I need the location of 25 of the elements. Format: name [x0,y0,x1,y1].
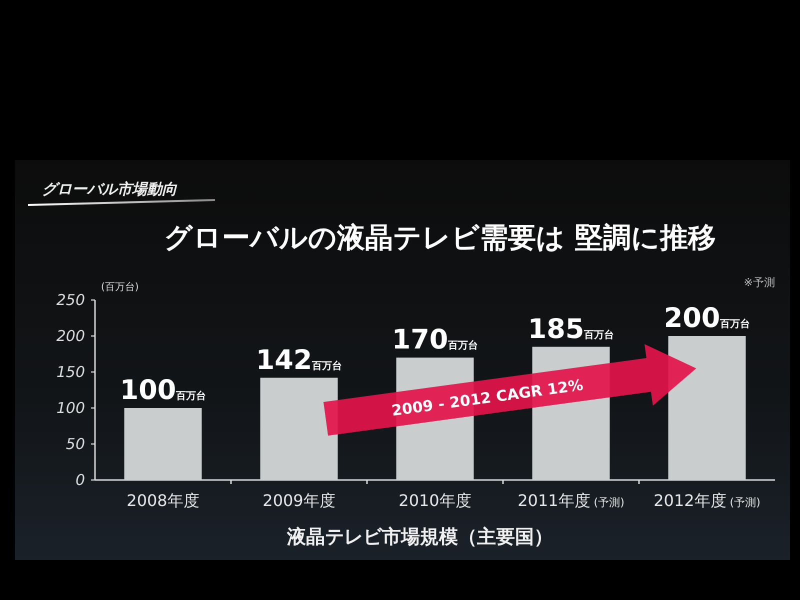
y-tick-label: 150 [56,363,85,381]
x-axis-title: 液晶テレビ市場規模（主要国） [286,526,553,548]
data-label: 170百万台 [392,324,478,356]
y-axis-title: (百万台) [101,281,139,293]
x-tick-label: 2009年度 [262,491,336,510]
x-tick-label: 2011年度 (予測) [518,491,624,510]
x-tick-label: 2008年度 [126,491,200,510]
y-tick-label: 250 [56,291,85,309]
bar [260,378,338,480]
chart-title: グローバルの液晶テレビ需要は 堅調に推移 [164,221,716,254]
x-tick-label: 2012年度 (予測) [654,491,760,510]
y-tick-label: 50 [66,435,85,453]
data-label: 142百万台 [256,344,342,376]
y-tick-label: 200 [56,327,85,345]
bar [124,408,202,480]
text: ※予測 [744,276,775,289]
data-label: 100百万台 [120,375,206,406]
data-label: 200百万台 [664,303,750,334]
bar [668,336,746,480]
y-tick-label: 100 [56,399,85,417]
x-tick-label: 2010年度 [398,491,472,510]
text: グローバル市場動向 [42,180,178,198]
annotation: 2009 - 2012 CAGR 12% [390,376,584,420]
y-tick-label: 0 [75,471,85,489]
data-label: 185百万台 [528,314,614,345]
